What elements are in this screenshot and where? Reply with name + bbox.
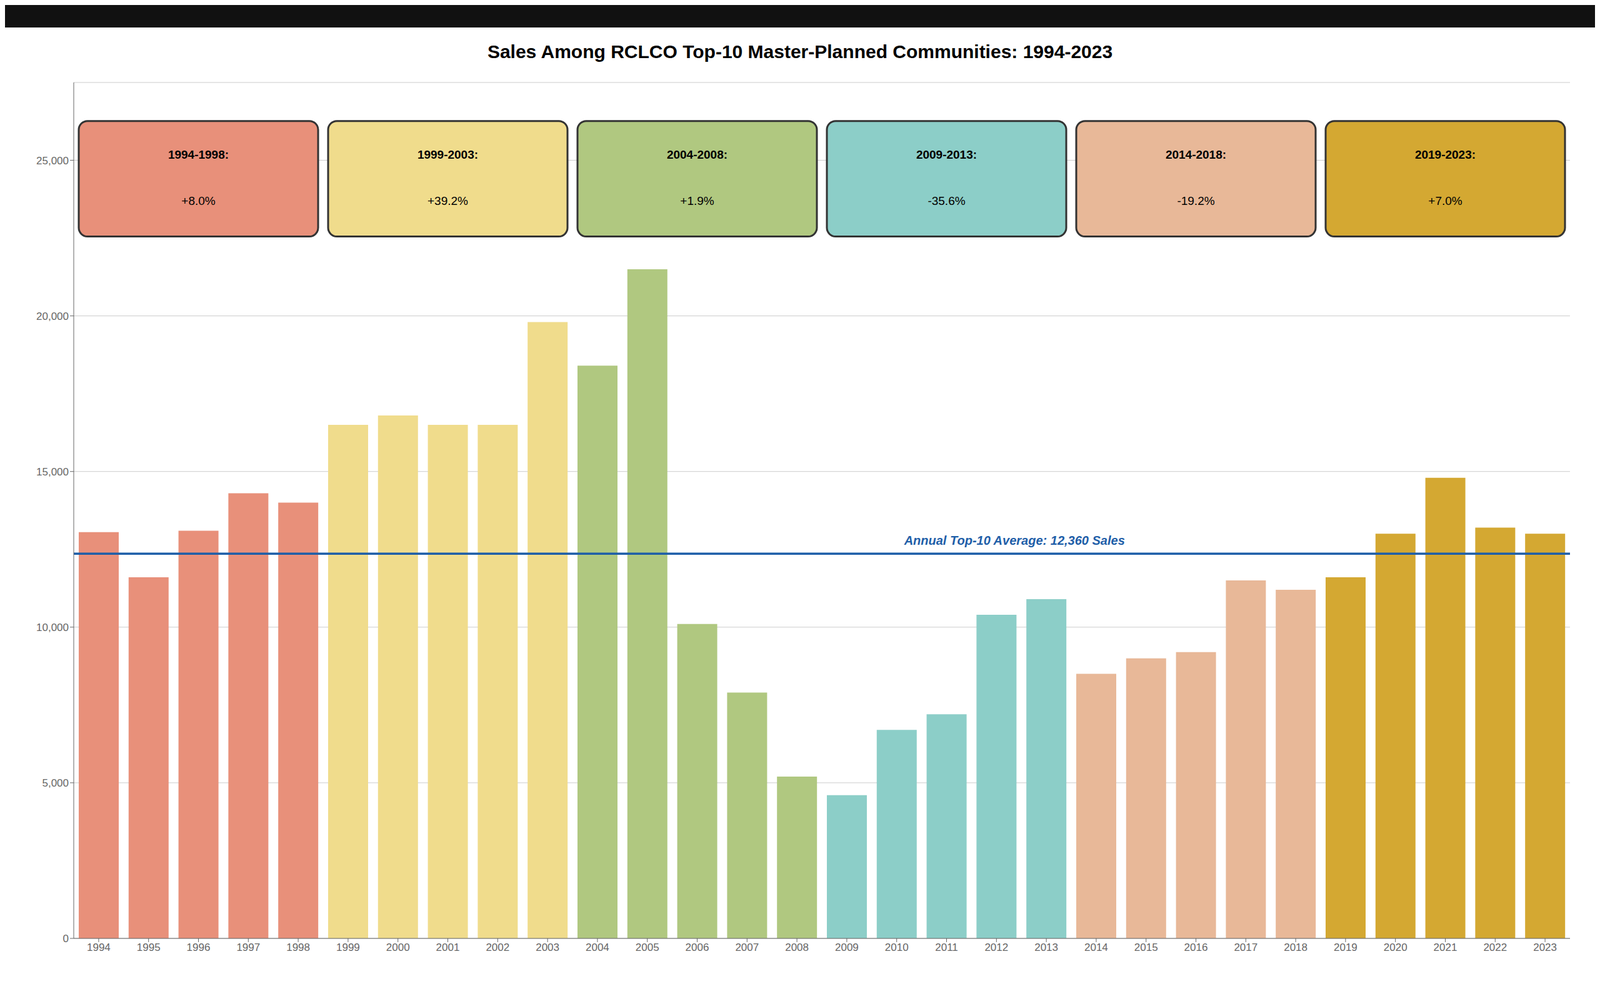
svg-text:Annual Top-10 Average: 12,360: Annual Top-10 Average: 12,360 Sales — [903, 533, 1125, 548]
svg-text:+7.0%: +7.0% — [1428, 194, 1463, 208]
svg-text:20,000: 20,000 — [36, 310, 69, 323]
svg-text:2001: 2001 — [436, 941, 460, 954]
svg-text:2007: 2007 — [735, 941, 759, 954]
svg-text:2023: 2023 — [1533, 941, 1557, 954]
svg-text:1994-1998:: 1994-1998: — [168, 148, 229, 162]
svg-text:+39.2%: +39.2% — [427, 194, 469, 208]
svg-text:2019-2023:: 2019-2023: — [1415, 148, 1476, 162]
svg-text:5,000: 5,000 — [41, 777, 69, 790]
svg-text:2019: 2019 — [1333, 941, 1358, 954]
svg-text:1998: 1998 — [286, 941, 310, 954]
svg-text:2003: 2003 — [535, 941, 560, 954]
svg-text:2002: 2002 — [485, 941, 510, 954]
svg-text:2014-2018:: 2014-2018: — [1165, 148, 1227, 162]
svg-text:-35.6%: -35.6% — [927, 194, 965, 208]
svg-text:10,000: 10,000 — [36, 621, 69, 634]
svg-text:2020: 2020 — [1383, 941, 1408, 954]
svg-text:2004-2008:: 2004-2008: — [666, 148, 728, 162]
svg-text:1994: 1994 — [86, 941, 111, 954]
html-text:Sales Among RCLCO Top-10 Maste: Sales Among RCLCO Top-10 Master-Planned … — [487, 41, 1113, 62]
svg-text:1997: 1997 — [236, 941, 260, 954]
svg-text:2010: 2010 — [885, 941, 909, 954]
svg-text:2022: 2022 — [1483, 941, 1507, 954]
svg-text:1995: 1995 — [136, 941, 161, 954]
svg-text:2009-2013:: 2009-2013: — [916, 148, 977, 162]
svg-text:2013: 2013 — [1034, 941, 1059, 954]
svg-text:+8.0%: +8.0% — [181, 194, 216, 208]
svg-text:15,000: 15,000 — [36, 466, 69, 479]
svg-text:1999: 1999 — [336, 941, 360, 954]
svg-text:2021: 2021 — [1433, 941, 1458, 954]
svg-text:2018: 2018 — [1283, 941, 1308, 954]
svg-text:2012: 2012 — [984, 941, 1009, 954]
svg-text:-19.2%: -19.2% — [1176, 194, 1215, 208]
svg-text:2015: 2015 — [1134, 941, 1159, 954]
svg-text:2009: 2009 — [835, 941, 859, 954]
svg-text:2016: 2016 — [1184, 941, 1209, 954]
svg-text:2008: 2008 — [785, 941, 809, 954]
svg-text:2000: 2000 — [386, 941, 410, 954]
svg-text:2005: 2005 — [635, 941, 660, 954]
svg-text:2017: 2017 — [1233, 941, 1258, 954]
svg-text:25,000: 25,000 — [36, 155, 69, 167]
svg-text:+1.9%: +1.9% — [680, 194, 715, 208]
svg-text:0: 0 — [63, 933, 69, 945]
svg-text:1999-2003:: 1999-2003: — [417, 148, 479, 162]
svg-text:2006: 2006 — [685, 941, 710, 954]
svg-text:2004: 2004 — [585, 941, 610, 954]
svg-text:1996: 1996 — [186, 941, 211, 954]
svg-text:2014: 2014 — [1084, 941, 1109, 954]
svg-text:2011: 2011 — [935, 941, 959, 954]
